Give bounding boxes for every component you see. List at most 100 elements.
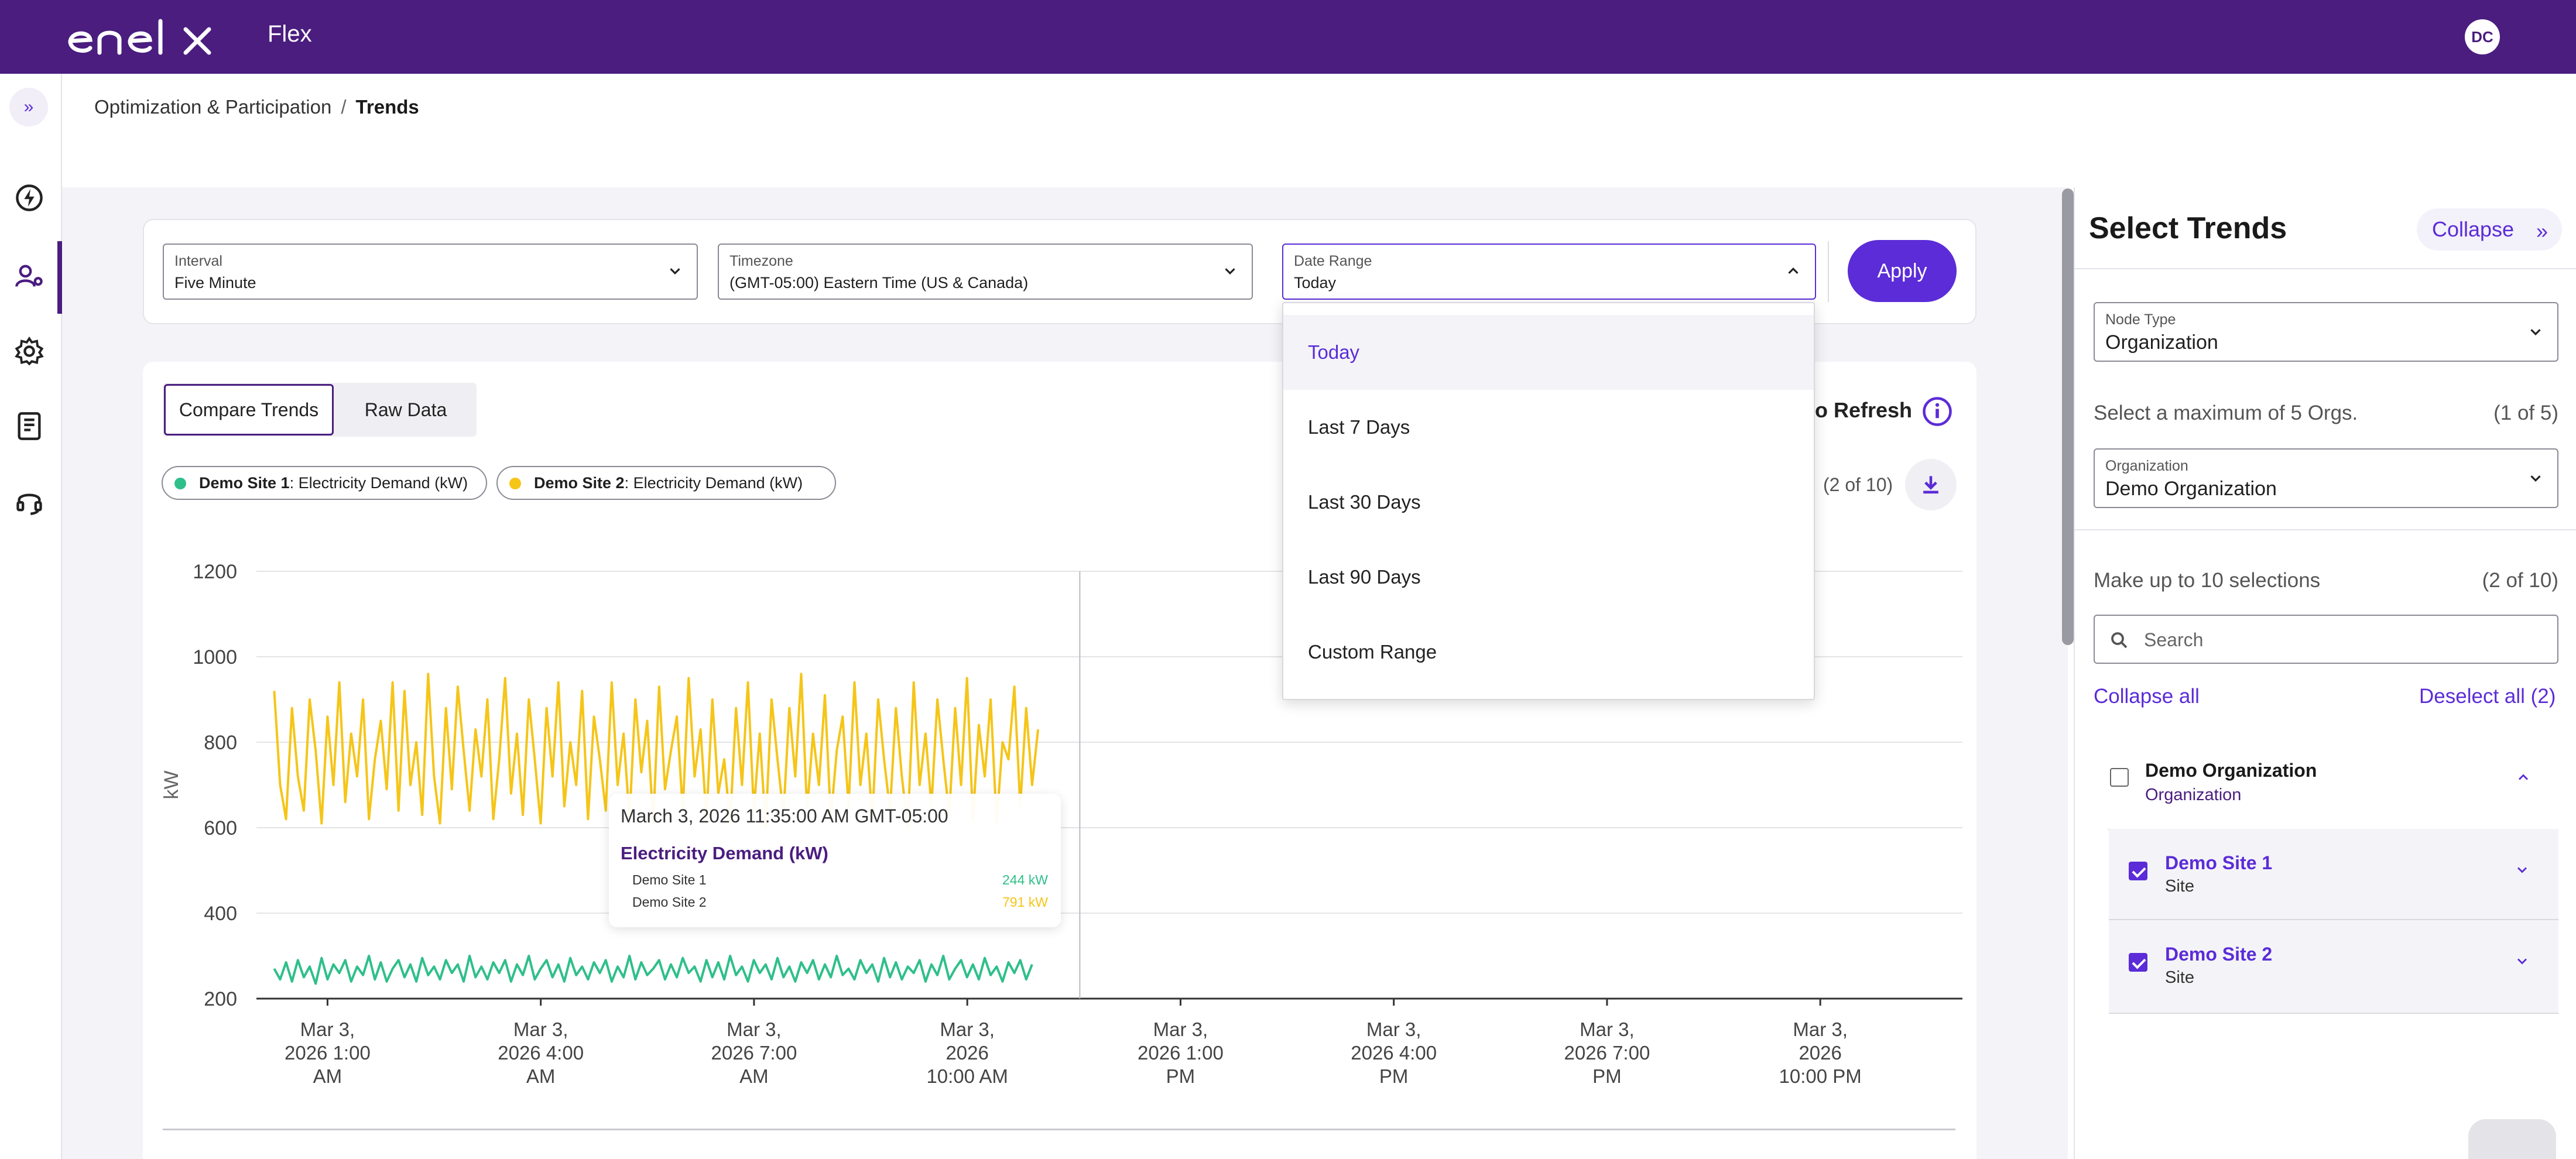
x-tick-label: 2026 4:00	[498, 1042, 584, 1064]
filter-divider	[1828, 241, 1829, 302]
interval-select[interactable]: Interval Five Minute	[163, 244, 698, 300]
date-range-option-today[interactable]: Today	[1283, 315, 1814, 390]
nav-selected-indicator	[57, 241, 62, 314]
node-type-value: Organization	[2105, 331, 2218, 354]
date-range-option-last-30-days[interactable]: Last 30 Days	[1308, 491, 1421, 513]
x-tick-label: 2026 7:00	[711, 1042, 797, 1064]
info-icon[interactable]	[1921, 396, 1953, 427]
site-name: Demo Site 1	[2165, 852, 2273, 873]
chevron-down-icon[interactable]	[2514, 862, 2530, 878]
breadcrumb-parent[interactable]: Optimization & Participation	[94, 96, 332, 118]
x-tick-label: Mar 3,	[1580, 1019, 1635, 1040]
download-icon	[1923, 476, 1938, 494]
selections-text: Make up to 10 selections	[2094, 569, 2321, 592]
series-dot	[509, 478, 521, 489]
avatar[interactable]: DC	[2465, 19, 2500, 54]
view-tabs: Compare Trends Raw Data	[163, 383, 477, 437]
x-tick-label: Mar 3,	[940, 1019, 995, 1040]
search-icon	[2111, 632, 2128, 649]
collapse-panel-button[interactable]: Collapse »	[2417, 208, 2562, 251]
legend-chip-site-1[interactable]: Demo Site 1: Electricity Demand (kW)	[162, 466, 487, 500]
organization-select[interactable]: Organization Demo Organization	[2094, 448, 2558, 508]
x-tick-label: Mar 3,	[1153, 1019, 1208, 1040]
timezone-label: Timezone	[729, 253, 793, 269]
series-line	[273, 673, 1040, 829]
tree-divider	[2109, 919, 2558, 920]
chevron-down-icon	[670, 268, 680, 275]
x-tick-label: Mar 3,	[1793, 1019, 1848, 1040]
site-type: Site	[2165, 877, 2194, 896]
tree-site-row: Demo Site 2 Site	[2109, 920, 2558, 1013]
deselect-all-link[interactable]: Deselect all (2)	[2419, 685, 2556, 708]
interval-value: Five Minute	[174, 274, 256, 292]
y-tick-label: 1200	[193, 561, 237, 583]
timezone-value: (GMT-05:00) Eastern Time (US & Canada)	[729, 274, 1029, 292]
chevron-down-icon	[1225, 268, 1235, 275]
apply-button[interactable]: Apply	[1848, 240, 1957, 302]
breadcrumb-current: Trends	[355, 96, 419, 118]
headset-icon	[16, 493, 42, 515]
site-checkbox[interactable]	[2129, 953, 2147, 972]
collapse-all-link[interactable]: Collapse all	[2094, 685, 2200, 708]
date-range-select[interactable]: Date Range Today	[1282, 244, 1816, 300]
search-input[interactable]	[2144, 626, 2542, 653]
timezone-select[interactable]: Timezone (GMT-05:00) Eastern Time (US & …	[718, 244, 1253, 300]
enel-x-logo[interactable]	[66, 16, 241, 59]
lightning-icon	[16, 184, 43, 211]
tooltip-time: March 3, 2026 11:35:00 AM GMT-05:00	[621, 805, 948, 827]
chart-bottom-divider	[163, 1129, 1955, 1130]
chip-site-name: Demo Site 1	[199, 474, 290, 492]
site-checkbox[interactable]	[2129, 862, 2147, 880]
download-button[interactable]	[1905, 459, 1957, 510]
y-axis-label: kW	[160, 770, 183, 799]
document-icon	[18, 412, 41, 440]
date-range-option-custom-range[interactable]: Custom Range	[1308, 641, 1437, 663]
organization-label: Organization	[2105, 458, 2188, 474]
tooltip-row: Demo Site 1 244 kW	[632, 872, 1048, 888]
interval-label: Interval	[174, 253, 222, 269]
org-checkbox[interactable]	[2110, 768, 2129, 787]
chevron-down-icon[interactable]	[2514, 953, 2530, 969]
left-nav-rail	[0, 74, 62, 1159]
nav-participation-button[interactable]	[11, 258, 48, 295]
tree-org-row: Demo Organization Organization	[2094, 743, 2558, 830]
expand-nav-button[interactable]: »	[9, 88, 48, 126]
user-gear-icon	[15, 265, 43, 287]
x-tick-label: Mar 3,	[513, 1019, 568, 1040]
x-tick-label: 10:00 PM	[1779, 1065, 1862, 1087]
x-tick-label: 2026	[1799, 1042, 1841, 1064]
series-line	[273, 955, 1033, 985]
date-range-dropdown: Today Last 7 Days Last 30 Days Last 90 D…	[1282, 302, 1815, 700]
search-box	[2094, 615, 2558, 664]
x-tick-label: Mar 3,	[300, 1019, 355, 1040]
node-type-select[interactable]: Node Type Organization	[2094, 302, 2558, 362]
tab-raw-data[interactable]: Raw Data	[364, 399, 447, 420]
x-tick-label: AM	[526, 1065, 556, 1087]
legend-chip-site-2[interactable]: Demo Site 2: Electricity Demand (kW)	[496, 466, 836, 500]
org-name: Demo Organization	[2145, 760, 2317, 781]
date-range-value: Today	[1294, 274, 1337, 292]
date-range-option-last-7-days[interactable]: Last 7 Days	[1308, 416, 1410, 438]
chip-site-name: Demo Site 2	[534, 474, 625, 492]
series-dot	[174, 478, 186, 489]
nav-support-button[interactable]	[11, 482, 48, 520]
nav-settings-button[interactable]	[11, 332, 48, 370]
nav-reports-button[interactable]	[11, 407, 48, 445]
main-scrollbar[interactable]	[2062, 188, 2074, 645]
chevron-up-icon[interactable]	[2515, 769, 2532, 786]
nav-energy-button[interactable]	[11, 179, 48, 217]
collapse-label: Collapse	[2432, 217, 2515, 241]
tooltip-series-value: 244 kW	[1002, 872, 1048, 887]
x-tick-label: 2026 7:00	[1564, 1042, 1650, 1064]
chat-fab-button[interactable]	[2468, 1119, 2556, 1159]
org-type: Organization	[2145, 786, 2242, 804]
date-range-option-last-90-days[interactable]: Last 90 Days	[1308, 566, 1421, 588]
chip-metric: : Electricity Demand (kW)	[624, 474, 803, 492]
max-orgs-text: Select a maximum of 5 Orgs.	[2094, 402, 2358, 424]
date-range-label: Date Range	[1294, 253, 1372, 269]
auto-refresh-label[interactable]: o Refresh	[1815, 398, 1913, 422]
x-tick-label: AM	[739, 1065, 769, 1087]
tab-compare-trends[interactable]: Compare Trends	[164, 384, 334, 436]
chevron-down-icon	[2530, 329, 2541, 335]
